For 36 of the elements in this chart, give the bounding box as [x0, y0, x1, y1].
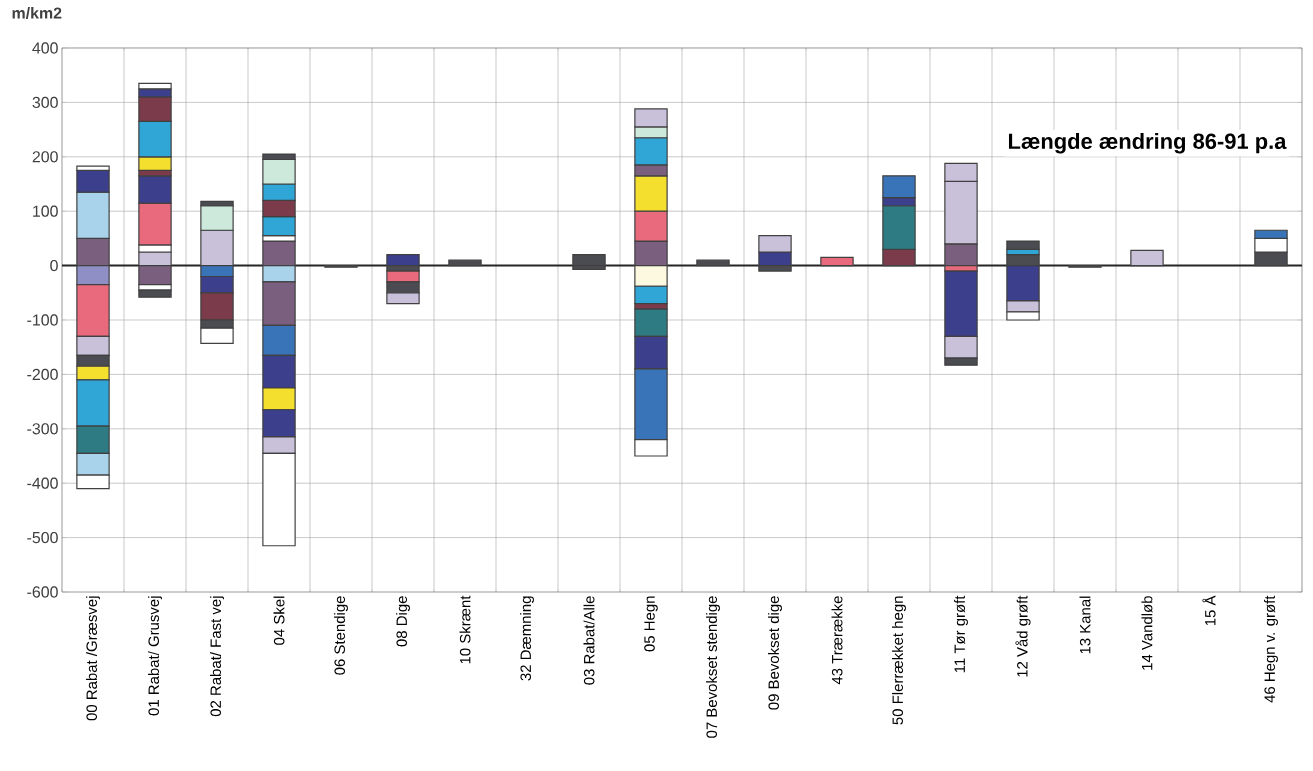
- x-tick-label: 10 Skrænt: [459, 595, 471, 664]
- text: Længde ændring 86-91 p.a: [1008, 132, 1287, 154]
- y-tick-label: 400: [32, 42, 58, 54]
- x-tick-label: 50 Flerrækket hegn: [892, 596, 906, 725]
- y-tick-label: -500: [27, 531, 58, 544]
- bar: [696, 259, 730, 267]
- x-tick-label: 08 Dige: [396, 596, 410, 647]
- x-tick-label: 12 Våd grøft: [1015, 595, 1031, 677]
- y-tick-label: -100: [27, 314, 58, 326]
- x-tick-label: 15 Å: [1202, 595, 1216, 626]
- y-tick-label: 200: [32, 151, 58, 163]
- bar: [448, 259, 482, 267]
- y-tick-label: -200: [27, 368, 58, 381]
- bar: [572, 254, 606, 267]
- y-axis-title: m/km2: [12, 7, 62, 19]
- y-tick-label: 300: [32, 96, 58, 109]
- x-tick-label: 09 Bevokset dige: [768, 596, 782, 710]
- x-tick-label: 11 Tør grøft: [954, 595, 968, 673]
- x-tick-label: 43 Trærække: [831, 596, 843, 685]
- x-tick-label: 07 Bevokset stendige: [706, 596, 720, 738]
- y-tick-label: 100: [33, 205, 58, 217]
- x-tick-label: 01 Rabat/ Grusvej: [148, 596, 162, 716]
- x-tick-label: 03 Rabat/Alle: [583, 596, 595, 685]
- x-tick-label: 32 Dæmning: [520, 596, 534, 681]
- x-tick-label: 04 Skel: [273, 596, 285, 645]
- y-tick-label: 0: [50, 259, 58, 272]
- x-tick-label: 14 Vandløb: [1141, 596, 1153, 670]
- y-tick-label: -400: [27, 477, 58, 489]
- y-tick-label: -300: [27, 423, 58, 435]
- x-tick-label: 00 Rabat /Græsvej: [86, 596, 100, 721]
- x-tick-label: 13 Kanal: [1079, 596, 1091, 654]
- x-tick-label: 05 Hegn: [644, 596, 658, 652]
- x-tick-label: 02 Rabat/ Fast vej: [210, 596, 224, 717]
- x-tick-label: 06 Stendige: [334, 596, 348, 675]
- y-tick-label: -600: [27, 586, 58, 598]
- x-tick-label: 46 Hegn v. grøft: [1264, 595, 1278, 703]
